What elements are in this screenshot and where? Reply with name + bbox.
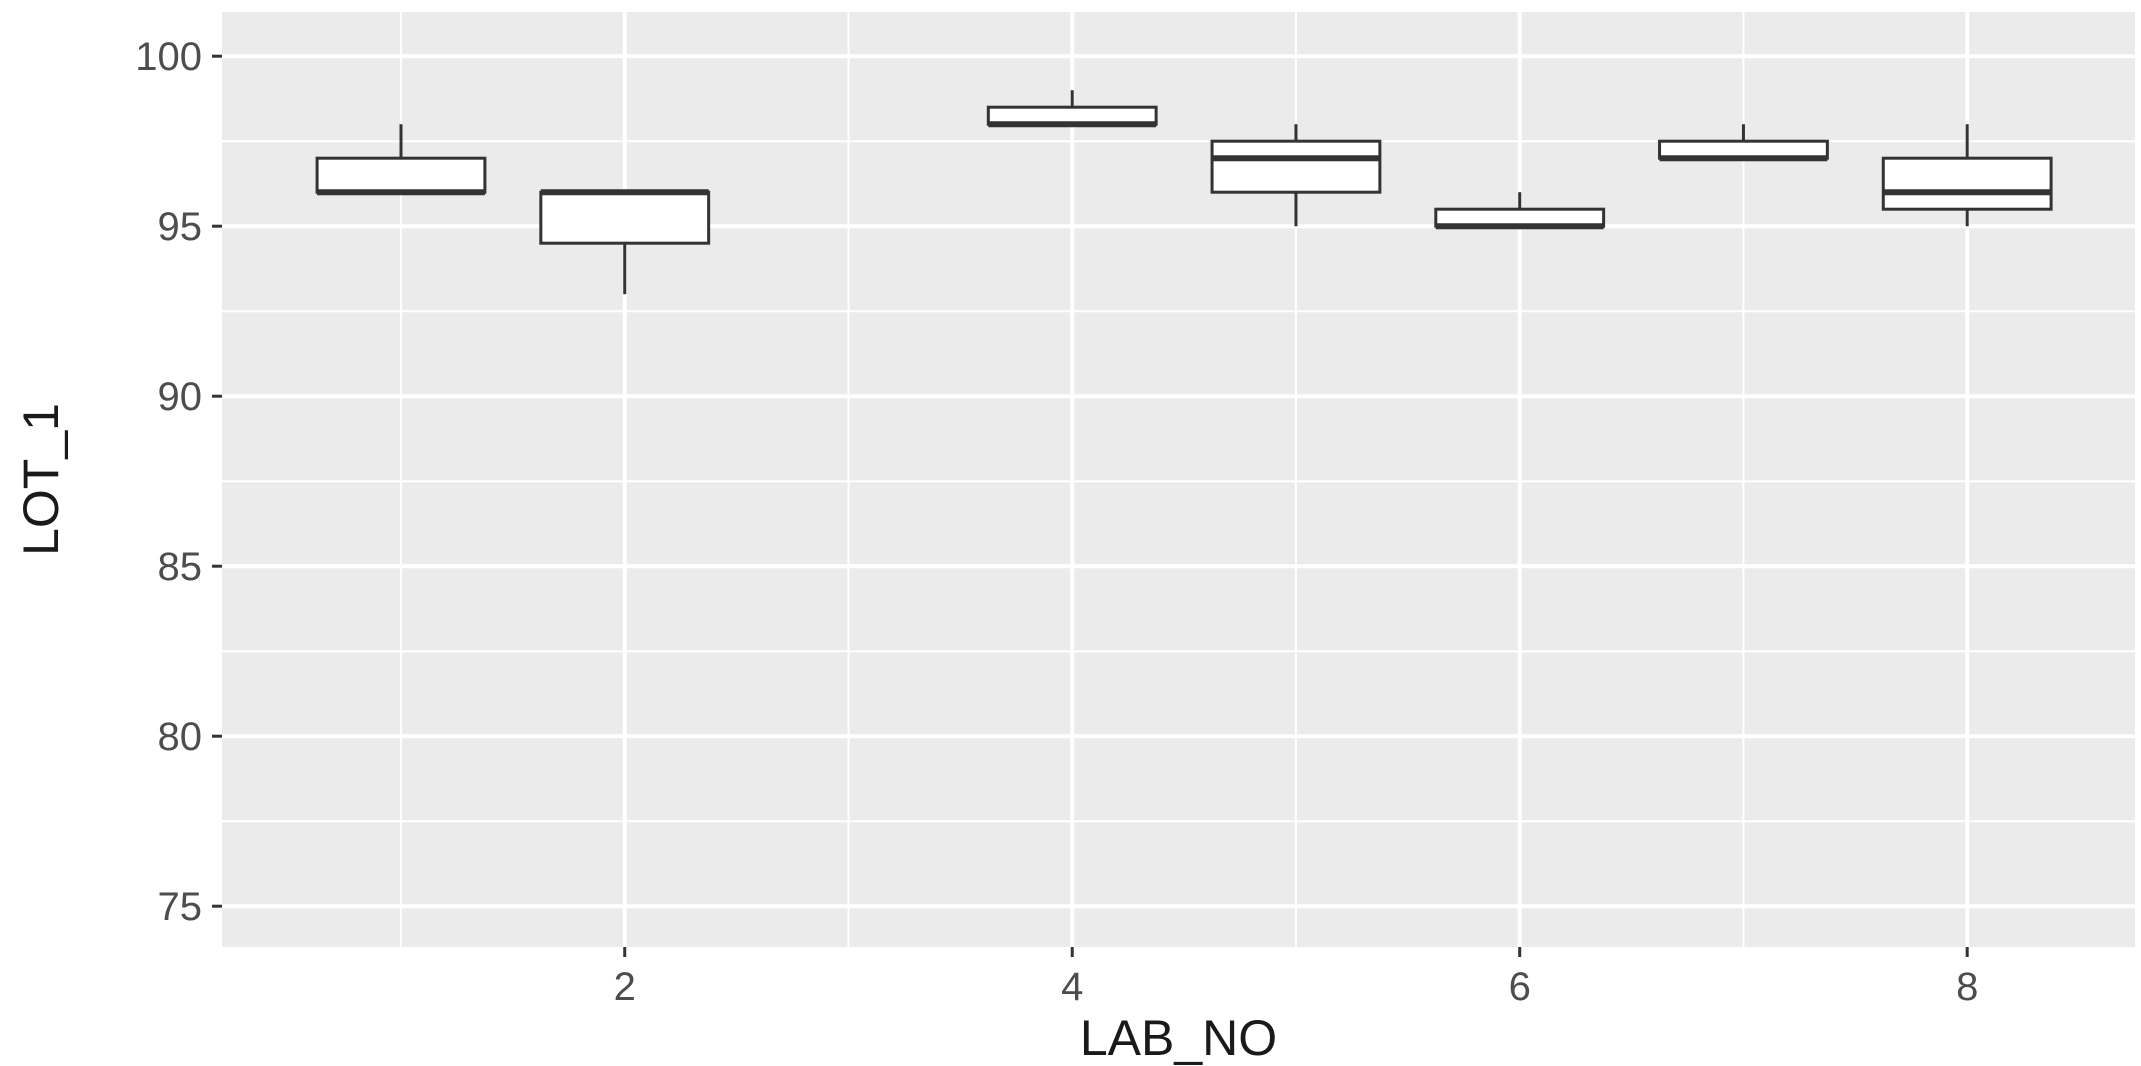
box-body [539, 190, 711, 245]
x-axis-title: LAB_NO [1080, 1010, 1277, 1066]
y-tick-label: 100 [135, 35, 202, 79]
y-tick-label: 75 [158, 885, 203, 929]
box-5 [1210, 124, 1382, 227]
y-axis-title: LOT_1 [13, 403, 69, 556]
x-axis-ticks: 2 4 6 8 [614, 947, 1978, 1009]
grid-major [222, 12, 2135, 947]
box-body [315, 156, 487, 194]
x-tick-label: 8 [1956, 965, 1978, 1009]
box-8 [1881, 124, 2053, 227]
box-6 [1434, 192, 1606, 230]
box-1 [315, 124, 487, 196]
box-4 [986, 90, 1158, 128]
y-axis-ticks: 75 80 85 90 95 100 [135, 35, 222, 929]
x-tick-label: 6 [1509, 965, 1531, 1009]
plot-panel [222, 12, 2135, 947]
box-body [1881, 156, 2053, 211]
y-tick-label: 80 [158, 715, 203, 759]
box-body [1210, 139, 1382, 194]
x-tick-label: 2 [614, 965, 636, 1009]
y-tick-label: 85 [158, 545, 203, 589]
x-tick-label: 4 [1061, 965, 1083, 1009]
box-2 [539, 189, 711, 295]
box-7 [1658, 124, 1829, 162]
boxes [315, 90, 2053, 295]
y-tick-label: 95 [158, 205, 203, 249]
y-tick-label: 90 [158, 375, 203, 419]
